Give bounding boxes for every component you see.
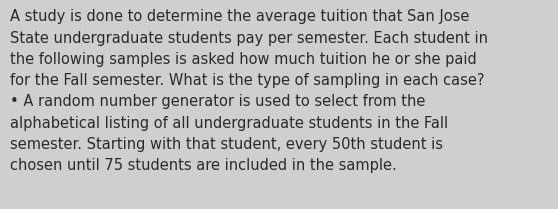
Text: A study is done to determine the average tuition that San Jose
State undergradua: A study is done to determine the average…: [10, 9, 488, 173]
